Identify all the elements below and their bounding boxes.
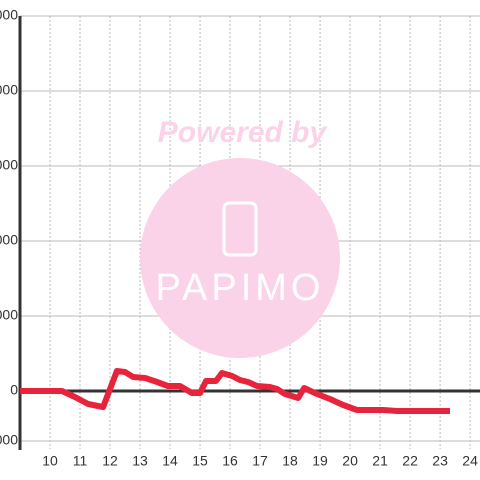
- x-tick-label: 18: [282, 453, 298, 469]
- y-tick-label: 30,000: [0, 307, 18, 323]
- x-tick-label: 15: [192, 453, 208, 469]
- y-tick-label: 90,000: [0, 157, 18, 173]
- x-tick-label: 19: [312, 453, 328, 469]
- watermark-phone: [222, 201, 258, 257]
- x-tick-label: 10: [42, 453, 58, 469]
- x-tick-label: 14: [162, 453, 178, 469]
- x-tick-label: 16: [222, 453, 238, 469]
- x-tick-label: 11: [73, 453, 88, 469]
- x-tick-label: 12: [102, 453, 118, 469]
- x-tick-label: 13: [132, 453, 148, 469]
- watermark-text: Powered by: [158, 116, 328, 149]
- x-tick-label: 17: [252, 453, 268, 469]
- watermark-circle: [140, 158, 340, 358]
- x-tick-label: 20: [342, 453, 358, 469]
- y-tick-label: 0: [10, 382, 18, 398]
- y-tick-label: 120,000: [0, 82, 18, 98]
- x-tick-label: 23: [432, 453, 448, 469]
- x-tick-label: 24: [462, 453, 478, 469]
- x-tick-label: 21: [372, 453, 388, 469]
- y-tick-label: 150,000: [0, 7, 18, 23]
- watermark-logo: PAPIMO: [156, 267, 325, 309]
- line-series: [20, 368, 450, 414]
- y-tick-label: -20,000: [0, 432, 18, 448]
- y-tick-label: 60,000: [0, 232, 18, 248]
- x-tick-label: 22: [402, 453, 418, 469]
